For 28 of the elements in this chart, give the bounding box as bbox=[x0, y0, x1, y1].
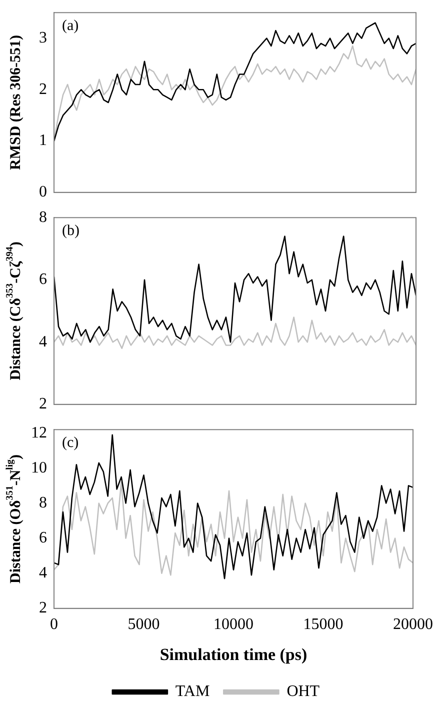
annotation: (b) bbox=[62, 223, 80, 240]
y-axis-title: Distance (Oδ351-Nlig) bbox=[4, 454, 24, 584]
x-axis-title: Simulation time (ps) bbox=[160, 645, 308, 664]
y-tick-label: 2 bbox=[39, 396, 47, 413]
x-tick-label: 10000 bbox=[214, 616, 254, 634]
y-tick-label: 2 bbox=[39, 80, 47, 98]
y-tick-label: 8 bbox=[39, 208, 47, 226]
y-tick-label: 3 bbox=[39, 29, 47, 46]
y-tick-label: 2 bbox=[39, 600, 47, 617]
y-tick-label: 4 bbox=[39, 333, 47, 350]
legend-label: TAM bbox=[175, 683, 210, 700]
y-tick-label: 6 bbox=[39, 271, 47, 288]
y-tick-label: 6 bbox=[39, 529, 47, 546]
x-tick-label: 20000 bbox=[393, 616, 433, 634]
x-tick-label: 0 bbox=[50, 616, 58, 634]
y-tick-label: 0 bbox=[39, 184, 47, 201]
y-tick-label: 1 bbox=[39, 132, 47, 150]
y-tick-label: 8 bbox=[39, 494, 47, 512]
y-axis-title: Distance (Cδ353-Cζ394) bbox=[4, 242, 24, 380]
y-tick-label: 4 bbox=[39, 564, 47, 582]
y-tick-label: 10 bbox=[31, 459, 47, 476]
x-tick-label: 5000 bbox=[128, 616, 160, 634]
y-tick-label: 12 bbox=[31, 424, 47, 442]
legend-label: OHT bbox=[286, 683, 320, 700]
annotation: (c) bbox=[62, 435, 79, 452]
y-axis-title: RMSD (Res 306-551) bbox=[8, 35, 24, 170]
annotation: (a) bbox=[62, 18, 79, 34]
x-tick-label: 15000 bbox=[303, 616, 344, 634]
